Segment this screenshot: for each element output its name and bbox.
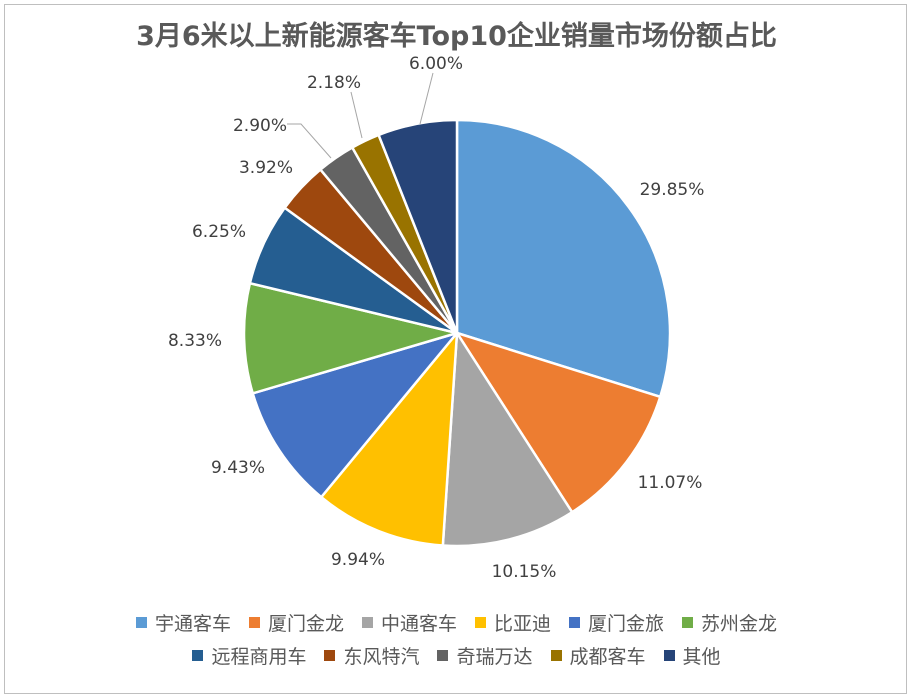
legend-swatch [437, 650, 449, 661]
legend-label: 成都客车 [569, 646, 646, 668]
pie-slice [320, 331, 459, 547]
data-label: 8.33% [168, 331, 222, 351]
data-label: 6.00% [409, 54, 463, 74]
pie-slice [455, 331, 662, 514]
legend: 宇通客车 厦门金龙 中通客车 比亚迪 厦门金旅 苏州金龙远程商用车 东风特汽 奇瑞万达 成都客车… [0, 606, 913, 672]
chart-title: 3月6米以上新能源客车Top10企业销量市场份额占比 [136, 21, 777, 52]
legend-label: 宇通客车 [154, 613, 231, 635]
legend-item: 宇通客车 [135, 609, 231, 636]
pie-slice [251, 331, 459, 499]
legend-swatch [192, 650, 204, 661]
legend-label: 苏州金龙 [701, 613, 778, 635]
data-label: 9.94% [331, 550, 385, 570]
legend-swatch [569, 617, 581, 628]
pie-slice [455, 118, 672, 399]
legend-row: 宇通客车 厦门金龙 中通客车 比亚迪 厦门金旅 苏州金龙 [0, 606, 913, 639]
legend-swatch [550, 650, 562, 661]
pie-slice [242, 281, 459, 395]
legend-label: 东风特汽 [343, 646, 420, 668]
data-label: 2.90% [233, 116, 287, 136]
data-label: 9.43% [211, 458, 265, 478]
legend-swatch [361, 617, 373, 628]
legend-item: 比亚迪 [475, 609, 551, 636]
legend-swatch [682, 617, 694, 628]
legend-label: 远程商用车 [211, 646, 307, 668]
legend-item: 奇瑞万达 [437, 642, 533, 669]
legend-row: 远程商用车 东风特汽 奇瑞万达 成都客车 其他 [0, 639, 913, 672]
leader-line [287, 123, 332, 159]
legend-swatch [248, 617, 260, 628]
data-label: 6.25% [192, 222, 246, 242]
legend-item: 苏州金龙 [682, 609, 777, 636]
legend-label: 中通客车 [380, 613, 457, 635]
legend-swatch [475, 617, 486, 628]
data-label: 11.07% [638, 473, 703, 493]
data-label: 10.15% [492, 562, 557, 582]
legend-item: 其他 [663, 642, 721, 669]
pie-slice [441, 331, 574, 548]
legend-label: 其他 [682, 646, 721, 668]
legend-swatch [135, 617, 147, 628]
legend-item: 成都客车 [550, 642, 646, 669]
legend-label: 厦门金旅 [588, 613, 665, 635]
legend-label: 厦门金龙 [267, 613, 344, 635]
legend-swatch [663, 650, 675, 661]
data-label: 2.18% [307, 73, 361, 93]
data-label: 29.85% [640, 180, 705, 200]
legend-item: 远程商用车 [192, 642, 306, 669]
pie-slice [377, 118, 459, 335]
legend-item: 东风特汽 [324, 642, 419, 669]
legend-label: 比亚迪 [494, 613, 552, 635]
leader-line [419, 72, 434, 125]
legend-swatch [324, 650, 336, 661]
legend-item: 中通客车 [361, 609, 457, 636]
legend-item: 厦门金旅 [569, 609, 664, 636]
data-label: 3.92% [239, 158, 293, 178]
leader-line [350, 91, 363, 139]
legend-item: 厦门金龙 [248, 609, 344, 636]
legend-label: 奇瑞万达 [456, 646, 533, 668]
